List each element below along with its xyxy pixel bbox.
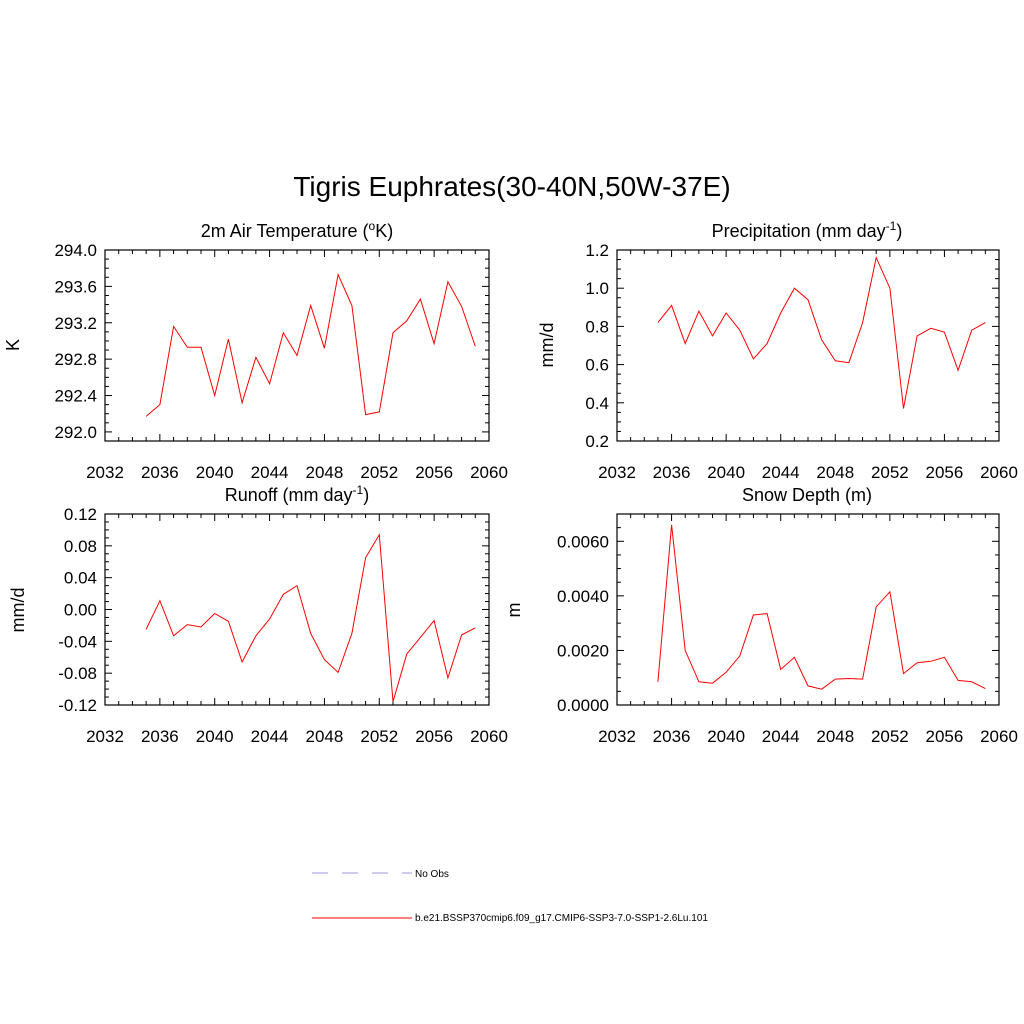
x-tick-label: 2048 [816, 463, 854, 482]
x-tick-label: 2040 [196, 727, 234, 746]
y-axis-label: mm/d [537, 323, 557, 368]
series-line [657, 255, 986, 409]
y-tick-label: 0.04 [64, 569, 97, 588]
x-tick-label: 2056 [926, 463, 964, 482]
x-tick-label: 2052 [871, 727, 909, 746]
panel-title: Runoff (mm day-1) [225, 483, 369, 505]
x-tick-label: 2032 [598, 463, 636, 482]
y-tick-label: -0.12 [58, 696, 97, 715]
x-tick-label: 2036 [653, 463, 691, 482]
figure-title: Tigris Euphrates(30-40N,50W-37E) [293, 171, 730, 202]
y-tick-label: 292.4 [54, 387, 97, 406]
y-tick-label: 1.0 [585, 279, 609, 298]
y-tick-label: 0.4 [585, 394, 609, 413]
x-tick-label: 2044 [251, 463, 289, 482]
y-axis-label: mm/d [8, 588, 28, 633]
x-tick-label: 2048 [816, 727, 854, 746]
x-tick-label: 2060 [470, 463, 508, 482]
plot-area-1: 2032 2036 2040 2044 2048 2052 2056 2060 0.2 0.4 0.… [585, 241, 1018, 482]
x-tick-label: 2044 [762, 463, 800, 482]
series-line [657, 524, 986, 690]
y-axis-label: m [504, 603, 524, 618]
panel-title: Snow Depth (m) [742, 485, 872, 505]
panel-title: Precipitation (mm day-1) [712, 219, 903, 241]
y-tick-label: 0.0040 [557, 587, 609, 606]
series-line [145, 533, 476, 702]
x-tick-label: 2048 [306, 727, 344, 746]
x-tick-label: 2044 [251, 727, 289, 746]
plot-area-2: 2032 2036 2040 2044 2048 2052 2056 2060 -0.12 -0.… [58, 505, 508, 746]
plot-frame [616, 249, 1000, 442]
x-tick-label: 2040 [707, 463, 745, 482]
x-tick-label: 2052 [871, 463, 909, 482]
y-tick-label: 0.00 [64, 601, 97, 620]
panel-title: 2m Air Temperature (oK) [201, 219, 393, 241]
plot-frame [104, 249, 490, 442]
y-tick-label: 0.8 [585, 317, 609, 336]
y-tick-label: 0.12 [64, 505, 97, 524]
panel-snow-depth: Snow Depth (m) m [504, 485, 872, 618]
x-tick-label: 2060 [470, 727, 508, 746]
x-tick-label: 2044 [762, 727, 800, 746]
x-tick-label: 2040 [196, 463, 234, 482]
x-tick-label: 2056 [415, 463, 453, 482]
y-tick-label: 0.0000 [557, 696, 609, 715]
x-tick-label: 2032 [86, 463, 124, 482]
legend-label-obs: No Obs [415, 869, 449, 880]
legend-label-model: b.e21.BSSP370cmip6.f09_g17.CMIP6-SSP3-7.… [415, 913, 708, 924]
y-tick-label: 293.6 [54, 277, 97, 296]
y-tick-label: 293.2 [54, 314, 97, 333]
series-line [145, 272, 476, 417]
x-tick-label: 2052 [360, 727, 398, 746]
x-tick-label: 2032 [86, 727, 124, 746]
x-tick-label: 2036 [141, 727, 179, 746]
x-tick-label: 2048 [306, 463, 344, 482]
x-tick-label: 2060 [980, 463, 1018, 482]
panel-precipitation: Precipitation (mm day-1) mm/d [537, 219, 902, 368]
y-tick-label: 292.8 [54, 350, 97, 369]
y-tick-label: 0.0060 [557, 532, 609, 551]
x-tick-label: 2060 [980, 727, 1018, 746]
plot-area-3: 2032 2036 2040 2044 2048 2052 2056 2060 0.0000 0.… [557, 513, 1018, 746]
y-tick-label: 0.08 [64, 537, 97, 556]
panel-air-temperature: 2m Air Temperature (oK) K [3, 219, 393, 351]
plot-area-0: 2032 2036 2040 2044 2048 2052 2056 2060 292.0 292… [54, 241, 507, 482]
y-tick-label: -0.04 [58, 632, 97, 651]
legend: No Obs b.e21.BSSP370cmip6.f09_g17.CMIP6-… [312, 869, 708, 924]
x-tick-label: 2056 [415, 727, 453, 746]
x-tick-label: 2036 [141, 463, 179, 482]
y-tick-label: 0.0020 [557, 641, 609, 660]
y-axis-label: K [3, 339, 23, 351]
y-tick-label: 294.0 [54, 241, 97, 260]
plot-frame [104, 513, 490, 706]
plot-frame [616, 513, 1000, 706]
panel-runoff: Runoff (mm day-1) mm/d [8, 483, 369, 633]
x-tick-label: 2052 [360, 463, 398, 482]
x-tick-label: 2056 [926, 727, 964, 746]
x-tick-label: 2040 [707, 727, 745, 746]
x-tick-label: 2032 [598, 727, 636, 746]
y-tick-label: -0.08 [58, 664, 97, 683]
y-tick-label: 1.2 [585, 241, 609, 260]
x-tick-label: 2036 [653, 727, 691, 746]
y-tick-label: 0.2 [585, 432, 609, 451]
y-tick-label: 292.0 [54, 423, 97, 442]
y-tick-label: 0.6 [585, 356, 609, 375]
